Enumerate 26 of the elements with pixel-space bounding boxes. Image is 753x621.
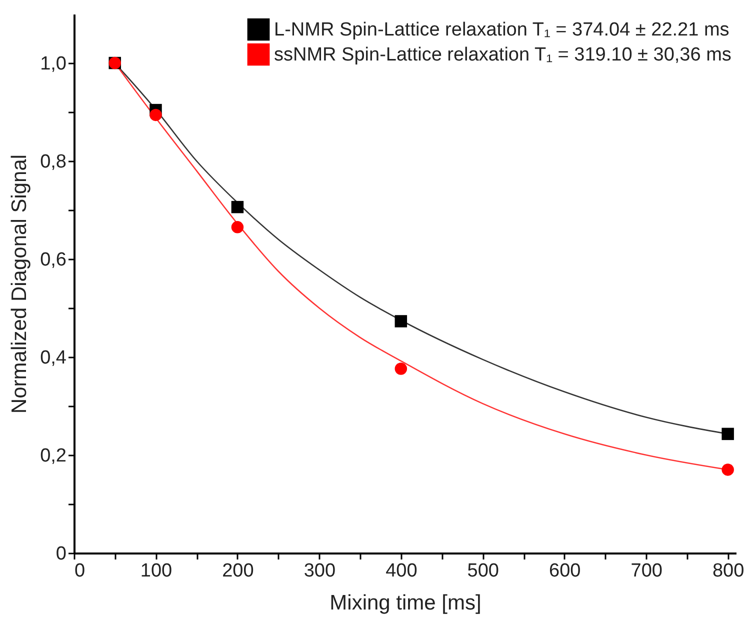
point	[394, 362, 408, 375]
x-tick-label: 200	[222, 560, 254, 582]
x-tick-label: 0	[74, 560, 86, 582]
x-tick-label: 600	[549, 560, 581, 582]
x-tick-label: 500	[467, 560, 499, 582]
x-tick-label: 800	[712, 560, 744, 582]
x-axis-title: Mixing time [ms]	[330, 592, 482, 614]
y-tick-label: 0,6	[40, 250, 66, 270]
point	[722, 464, 734, 476]
point	[722, 428, 734, 440]
y-tick-label: 1,0	[40, 54, 66, 74]
point	[150, 108, 162, 122]
y-tick-label: 0,2	[40, 446, 66, 466]
legend-label: L-NMR Spin-Lattice relaxation T₁ = 374.04 ± 22.21 ms	[274, 20, 730, 40]
x-tick-label: 100	[140, 560, 172, 582]
x-tick-label: 700	[630, 560, 662, 582]
legend-label: ssNMR Spin-Lattice relaxation T₁ = 319.10 ± 30,36 ms	[274, 44, 732, 66]
x-tick-label: 400	[386, 560, 418, 582]
y-axis-title: Normalized Diagonal Signal	[8, 154, 32, 414]
y-tick-label: 0,8	[40, 152, 66, 172]
y-tick-label: 0,4	[40, 348, 67, 368]
y-tick-label: 0	[56, 544, 66, 564]
point	[231, 221, 244, 234]
point	[394, 315, 408, 328]
x-tick-label: 300	[304, 560, 336, 582]
point	[231, 200, 244, 214]
